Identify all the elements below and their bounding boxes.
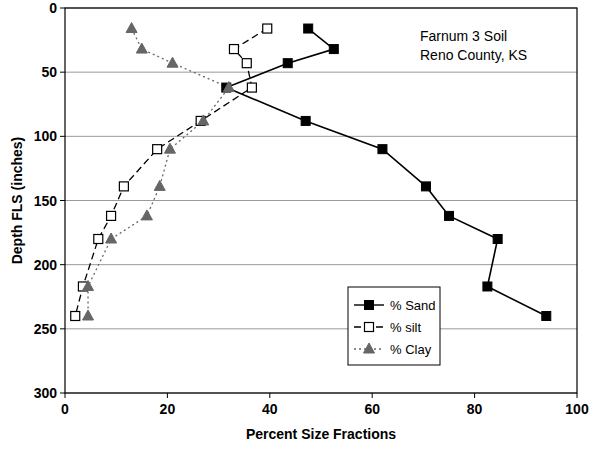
x-tick [167,393,168,398]
data-point [421,182,430,191]
annotation: Farnum 3 Soil [420,28,507,44]
data-point [107,211,116,220]
legend: % Sand % silt % Clay [348,287,440,365]
data-point [223,82,234,92]
y-tick [60,8,65,9]
legend-label: % Clay [390,342,432,357]
data-point [329,45,338,54]
data-point [83,280,94,290]
x-tick-label: 20 [160,401,176,417]
x-tick [372,393,373,398]
legend-marker [365,323,374,332]
data-point [119,182,128,191]
y-tick [60,200,65,201]
series-line [226,29,546,316]
y-axis-label: Depth FLS (inches) [9,137,25,265]
y-tick-label: 150 [34,193,58,209]
x-tick-label: 60 [364,401,380,417]
x-tick-label: 100 [565,401,589,417]
series-line [75,29,267,316]
data-point [242,59,251,68]
data-point [136,43,147,53]
legend-label: % silt [390,320,421,335]
data-point [83,310,94,320]
data-point [164,143,175,153]
annotation: Reno County, KS [420,47,527,63]
data-point [154,180,165,190]
data-point [445,211,454,220]
data-point [483,282,492,291]
x-tick-label: 40 [262,401,278,417]
x-tick-label: 0 [61,401,69,417]
legend-marker [364,343,375,353]
y-tick [60,264,65,265]
data-point [378,145,387,154]
data-point [198,115,209,125]
data-point [283,59,292,68]
y-tick [60,393,65,394]
y-tick-label: 200 [34,257,58,273]
grid-line [65,72,577,73]
y-tick-label: 0 [49,0,57,16]
chart: 050100150200250300020406080100Percent Si… [0,0,600,450]
x-tick [65,393,66,398]
data-point [493,235,502,244]
data-point [106,233,117,243]
x-tick [474,393,475,398]
series-line [88,29,229,316]
x-tick [269,393,270,398]
marks [71,23,551,321]
data-point [542,312,551,321]
grid-line [65,136,577,137]
y-tick [60,72,65,73]
y-tick [60,328,65,329]
plot-frame [65,8,577,393]
y-tick-label: 250 [34,321,58,337]
grid-line [65,328,577,329]
data-point [71,312,80,321]
x-tick-label: 80 [467,401,483,417]
data-point [126,23,137,33]
y-tick-label: 300 [34,385,58,401]
data-point [141,210,152,220]
data-point [167,57,178,67]
grid-line [65,200,577,201]
data-point [263,24,272,33]
legend-label: % Sand [390,298,436,313]
x-tick [577,393,578,398]
y-tick [60,136,65,137]
x-axis-label: Percent Size Fractions [246,426,396,442]
y-tick-label: 100 [34,128,58,144]
data-point [304,24,313,33]
data-point [229,45,238,54]
data-point [94,235,103,244]
legend-marker [365,301,374,310]
grid-line [65,264,577,265]
data-point [153,145,162,154]
y-tick-label: 50 [41,64,57,80]
data-point [247,83,256,92]
legend-box [348,287,440,365]
data-point [301,116,310,125]
